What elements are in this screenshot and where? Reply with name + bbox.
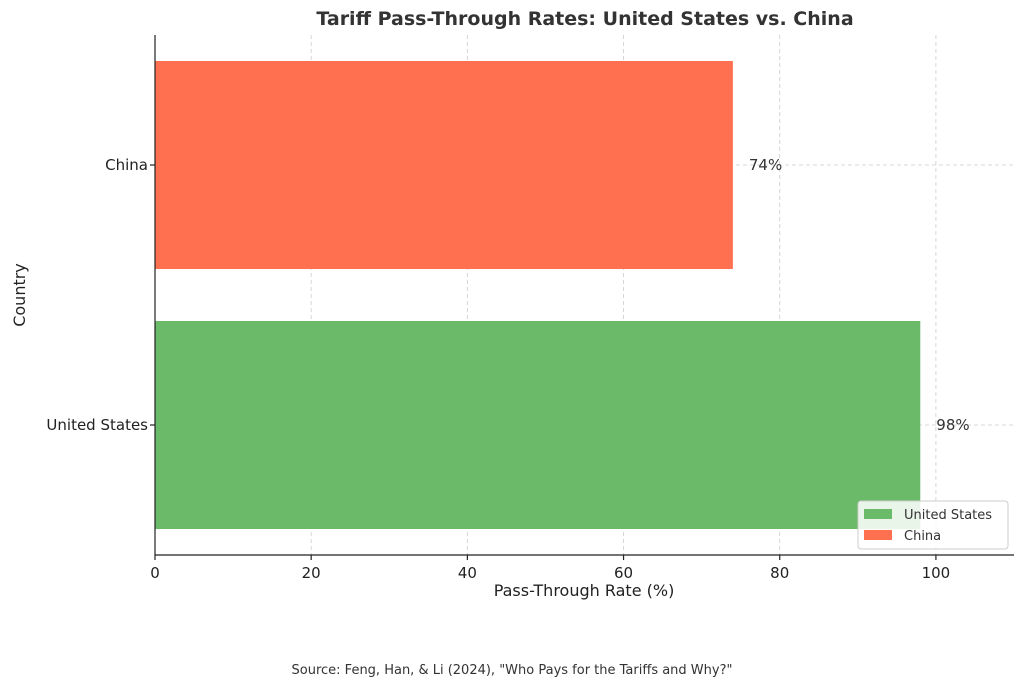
- x-tick-label: 40: [458, 564, 477, 582]
- y-tick-label: China: [105, 156, 148, 174]
- legend-label: China: [904, 529, 941, 544]
- legend-label: United States: [904, 508, 992, 523]
- bars: [155, 61, 921, 529]
- y-tick-label: United States: [46, 416, 148, 434]
- data-label: 74%: [749, 156, 782, 174]
- data-label: 98%: [936, 416, 969, 434]
- x-axis-label: Pass-Through Rate (%): [494, 581, 675, 600]
- legend-box: [857, 500, 1009, 550]
- legend-swatch: [864, 509, 892, 519]
- legend-swatch: [864, 530, 892, 540]
- bar-united-states: [155, 321, 921, 529]
- x-tick-label: 20: [302, 564, 321, 582]
- source-note: Source: Feng, Han, & Li (2024), "Who Pay…: [291, 663, 733, 678]
- y-axis-label: Country: [10, 263, 29, 327]
- labels: 0 20 40 60 80 100 United States China 98% 74%: [46, 156, 969, 582]
- x-tick-label: 60: [614, 564, 633, 582]
- legend: United States China: [857, 500, 1009, 550]
- x-tick-label: 80: [770, 564, 789, 582]
- axes: [150, 35, 1014, 560]
- x-tick-label: 100: [922, 564, 951, 582]
- chart-title: Tariff Pass-Through Rates: United States…: [316, 8, 853, 30]
- x-tick-label: 0: [150, 564, 160, 582]
- bar-china: [155, 61, 733, 269]
